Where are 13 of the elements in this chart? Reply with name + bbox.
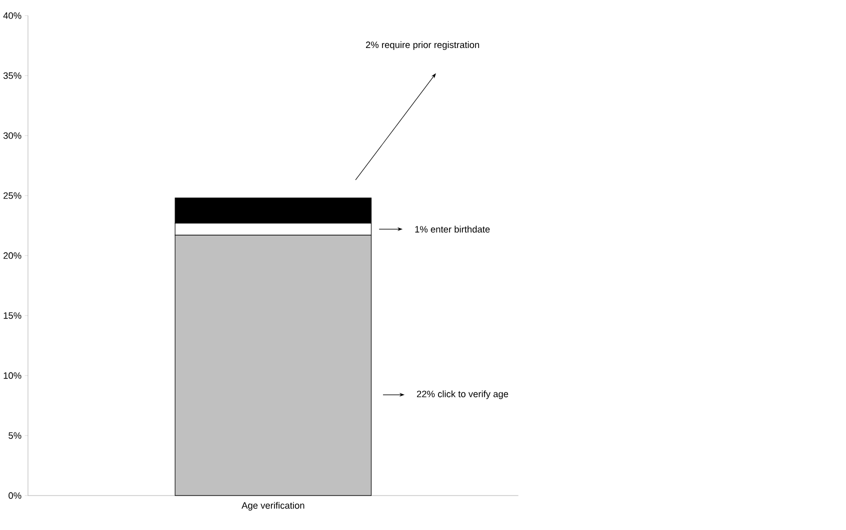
y-tick-label: 25%	[4, 192, 22, 199]
y-tick-label: 5%	[8, 432, 22, 439]
annotation: 1% enter birthdate	[415, 226, 490, 233]
y-tick-label: 10%	[4, 372, 22, 379]
y-tick-label: 40%	[3, 12, 22, 19]
y-tick-label: 35%	[3, 72, 22, 79]
y-tick-label: 15%	[4, 312, 22, 319]
y-tick-label: 20%	[4, 252, 22, 259]
annotation: 2% require prior registration	[366, 41, 480, 50]
y-tick-label: 30%	[3, 132, 22, 139]
annotation: 22% click to verify age	[416, 390, 508, 400]
x-tick-label: Age verification	[242, 502, 304, 511]
y-tick-label: 0%	[8, 492, 22, 499]
